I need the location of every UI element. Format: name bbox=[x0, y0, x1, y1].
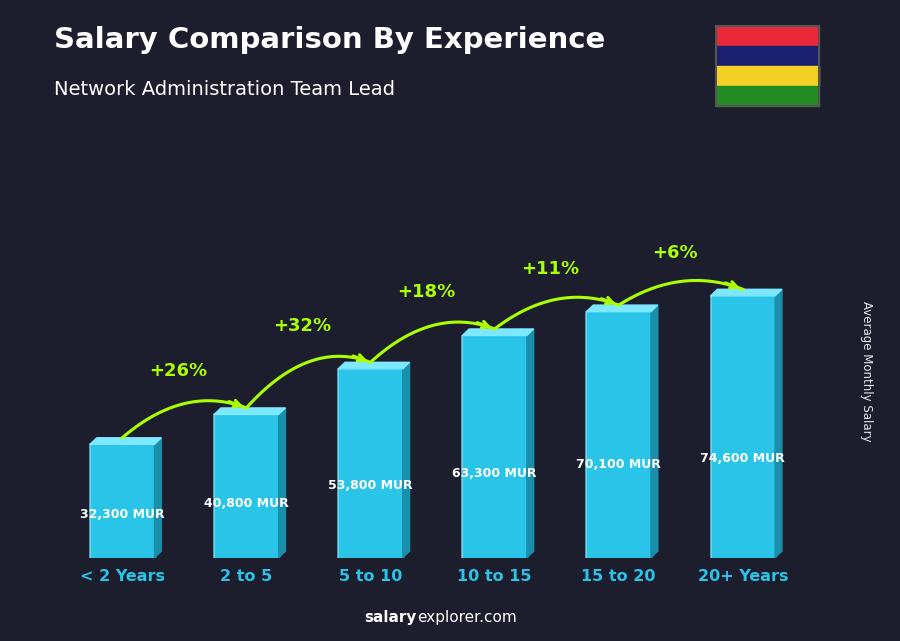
Bar bbox=[587, 312, 651, 558]
Text: 74,600 MUR: 74,600 MUR bbox=[700, 452, 785, 465]
Polygon shape bbox=[651, 305, 658, 558]
Bar bbox=[338, 369, 403, 558]
Polygon shape bbox=[526, 329, 534, 558]
Polygon shape bbox=[587, 305, 658, 312]
Text: Salary Comparison By Experience: Salary Comparison By Experience bbox=[54, 26, 605, 54]
Bar bbox=[463, 335, 526, 558]
Text: Average Monthly Salary: Average Monthly Salary bbox=[860, 301, 873, 442]
Bar bbox=[716, 65, 819, 86]
Text: +6%: +6% bbox=[652, 244, 698, 262]
Text: 53,800 MUR: 53,800 MUR bbox=[328, 479, 413, 492]
Bar bbox=[90, 444, 155, 558]
Text: +32%: +32% bbox=[274, 317, 331, 335]
Polygon shape bbox=[279, 408, 285, 558]
Bar bbox=[214, 415, 279, 558]
Text: salary: salary bbox=[364, 610, 417, 625]
Bar bbox=[711, 296, 775, 558]
Text: Network Administration Team Lead: Network Administration Team Lead bbox=[54, 80, 395, 99]
Polygon shape bbox=[214, 408, 285, 415]
Text: +26%: +26% bbox=[149, 362, 207, 381]
Text: +11%: +11% bbox=[521, 260, 580, 278]
Text: explorer.com: explorer.com bbox=[417, 610, 517, 625]
Text: 70,100 MUR: 70,100 MUR bbox=[576, 458, 662, 470]
Polygon shape bbox=[711, 289, 782, 296]
Bar bbox=[716, 26, 819, 46]
Polygon shape bbox=[403, 362, 410, 558]
Text: 32,300 MUR: 32,300 MUR bbox=[80, 508, 165, 521]
Polygon shape bbox=[338, 362, 410, 369]
Text: 40,800 MUR: 40,800 MUR bbox=[204, 497, 289, 510]
Polygon shape bbox=[155, 438, 161, 558]
Bar bbox=[716, 46, 819, 65]
Polygon shape bbox=[90, 438, 161, 444]
Text: 63,300 MUR: 63,300 MUR bbox=[453, 467, 537, 479]
Polygon shape bbox=[463, 329, 534, 335]
Text: +18%: +18% bbox=[397, 283, 455, 301]
Bar bbox=[716, 86, 819, 106]
Polygon shape bbox=[775, 289, 782, 558]
